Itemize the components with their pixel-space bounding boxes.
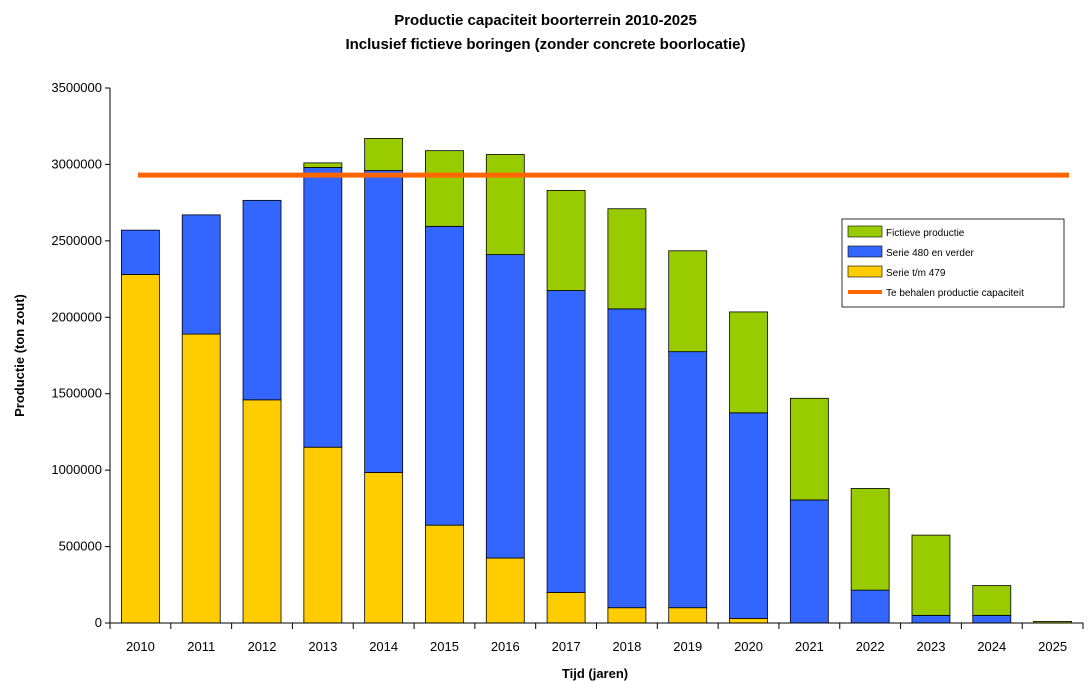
bar-segment-2016-series-2	[485, 154, 525, 256]
x-tick-label: 2019	[673, 639, 702, 654]
legend-label: Te behalen productie capaciteit	[886, 288, 1024, 299]
bar-segment-2020-series-2	[729, 311, 768, 414]
bar-segment-2013-series-2	[303, 162, 343, 168]
bar-segment-2019-series-1	[668, 351, 708, 609]
legend-label: Serie t/m 479	[886, 268, 946, 279]
bar-segment-2016-series-0	[485, 557, 525, 624]
x-tick-label: 2017	[552, 639, 581, 654]
bar-segment-2020-series-1	[729, 412, 768, 619]
x-tick-label: 2025	[1038, 639, 1067, 654]
bar-segment-2024-series-2	[972, 585, 1012, 616]
x-tick-label: 2024	[977, 639, 1006, 654]
bar-segment-2015-series-1	[425, 225, 464, 526]
bar-segment-2024-series-1	[972, 614, 1012, 624]
bar-segment-2011-series-0	[181, 333, 221, 624]
x-axis-title: Tijd (jaren)	[562, 666, 628, 681]
bar-segment-2017-series-1	[546, 290, 586, 593]
bar-segment-2022-series-2	[850, 488, 890, 591]
bar-segment-2019-series-0	[668, 607, 708, 624]
legend-swatch	[847, 225, 883, 238]
legend-label: Fictieve productie	[886, 228, 965, 239]
y-tick-label: 2500000	[51, 233, 102, 248]
legend-swatch	[847, 265, 883, 278]
bar-segment-2016-series-1	[485, 254, 525, 559]
x-tick-label: 2022	[856, 639, 885, 654]
x-tick-label: 2012	[248, 639, 277, 654]
bar-segment-2018-series-2	[607, 208, 647, 310]
bar-segment-2021-series-2	[789, 397, 829, 501]
x-tick-label: 2023	[917, 639, 946, 654]
bar-segment-2021-series-1	[789, 499, 829, 624]
legend-label: Serie 480 en verder	[886, 248, 975, 259]
x-tick-label: 2016	[491, 639, 520, 654]
bar-segment-2011-series-1	[181, 214, 221, 335]
bar-segment-2013-series-1	[303, 167, 343, 448]
x-tick-label: 2021	[795, 639, 824, 654]
bar-segment-2010-series-1	[121, 229, 160, 275]
x-tick-label: 2020	[734, 639, 763, 654]
axes-layer: 0 500000 1000000 1500000 2000000 2500000 30000…	[12, 80, 1084, 681]
bar-segment-2019-series-2	[668, 250, 708, 353]
bar-segment-2014-series-2	[364, 138, 404, 171]
y-axis-title: Productie (ton zout)	[12, 294, 27, 417]
bar-segment-2012-series-0	[242, 399, 282, 624]
y-tick-label: 3500000	[51, 80, 102, 95]
legend-swatch	[847, 245, 883, 258]
bar-segment-2017-series-0	[546, 592, 586, 624]
bar-segment-2022-series-1	[850, 589, 890, 624]
bar-segment-2012-series-1	[242, 199, 282, 401]
y-tick-label: 3000000	[51, 156, 102, 171]
y-tick-label: 500000	[59, 539, 102, 554]
y-tick-label: 1000000	[51, 462, 102, 477]
bar-segment-2014-series-0	[364, 472, 404, 624]
bar-segment-2017-series-2	[546, 190, 586, 291]
bar-segment-2010-series-0	[121, 274, 160, 624]
x-tick-label: 2015	[430, 639, 459, 654]
bar-segment-2015-series-0	[425, 524, 464, 624]
bar-segment-2015-series-2	[425, 150, 464, 227]
bar-layer	[121, 138, 1072, 624]
bar-segment-2018-series-1	[607, 308, 647, 609]
x-tick-label: 2013	[308, 639, 337, 654]
bar-segment-2014-series-1	[364, 170, 404, 473]
bar-segment-2013-series-0	[303, 446, 343, 624]
x-tick-label: 2014	[369, 639, 398, 654]
y-tick-label: 0	[95, 615, 102, 630]
bar-segment-2023-series-2	[911, 534, 951, 616]
bar-segment-2018-series-0	[607, 607, 647, 624]
y-tick-label: 1500000	[51, 386, 102, 401]
x-tick-label: 2011	[187, 639, 215, 654]
chart-title: Productie capaciteit boorterrein 2010-20…	[394, 12, 697, 29]
legend: Fictieve productie Serie 480 en verder Ser…	[841, 218, 1065, 308]
bar-segment-2020-series-0	[729, 618, 768, 624]
x-tick-label: 2010	[126, 639, 155, 654]
x-tick-label: 2018	[612, 639, 641, 654]
y-tick-label: 2000000	[51, 309, 102, 324]
chart-subtitle: Inclusief fictieve boringen (zonder conc…	[345, 36, 746, 53]
bar-segment-2023-series-1	[911, 614, 951, 624]
